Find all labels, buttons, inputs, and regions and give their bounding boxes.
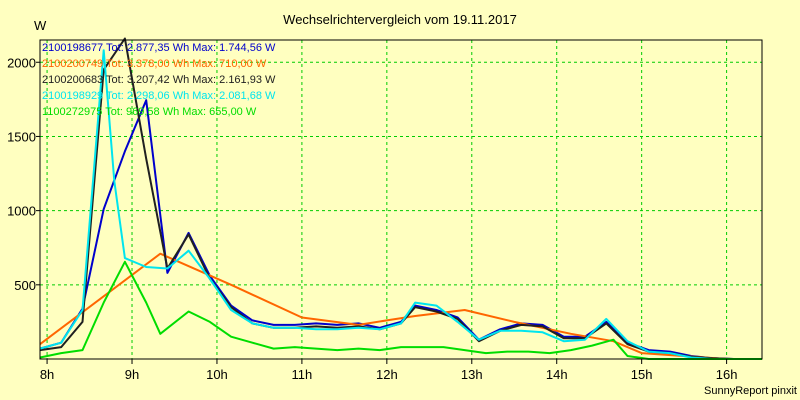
legend-entry: 2100198677 Tot: 2.877,35 Wh Max: 1.744,5… [42,42,276,54]
x-tick-label: 13h [461,367,483,382]
series-line-1100272975 [39,260,762,360]
x-tick-label: 12h [376,367,398,382]
x-tick-label: 15h [631,367,653,382]
y-tick-label: 2000 [7,55,36,70]
y-tick-label: 1000 [7,204,36,219]
x-tick-label: 9h [125,367,139,382]
series-line-2100198929 [39,49,762,360]
x-tick-label: 14h [546,367,568,382]
legend-entry: 2100198929 Tot: 2.298,06 Wh Max: 2.081,6… [42,90,276,102]
x-tick-label: 11h [292,367,313,382]
x-tick-label: 16h [716,367,738,382]
series-lines [39,37,762,360]
grid-lines [40,40,762,359]
y-axis-unit-label: W [34,18,47,33]
y-tick-label: 1500 [7,129,36,144]
legend-entry: 1100272975 Tot: 969,58 Wh Max: 655,00 W [42,106,257,118]
series-line-2100198677 [39,99,762,360]
legend-entry: 2100200683 Tot: 3.207,42 Wh Max: 2.161,9… [42,74,276,86]
plot-border [39,39,763,360]
y-tick-label: 500 [14,278,36,293]
footer-credit: SunnyReport pinxit [704,385,797,397]
legend: 2100198677 Tot: 2.877,35 Wh Max: 1.744,5… [42,42,276,118]
axis-tick-labels: 8h 9h 10h 11h 12h 13h 14h 15h 16h 500 1000 1500 2000 [7,55,737,382]
x-tick-label: 10h [206,367,228,382]
legend-entry: 2100200749 Tot: 3.378,00 Wh Max: 710,00 … [42,58,267,70]
chart-title: Wechselrichtervergleich vom 19.11.2017 [283,12,517,27]
x-tick-label: 8h [40,367,54,382]
series-line-2100200683 [39,37,762,360]
plot-frame [39,39,763,360]
